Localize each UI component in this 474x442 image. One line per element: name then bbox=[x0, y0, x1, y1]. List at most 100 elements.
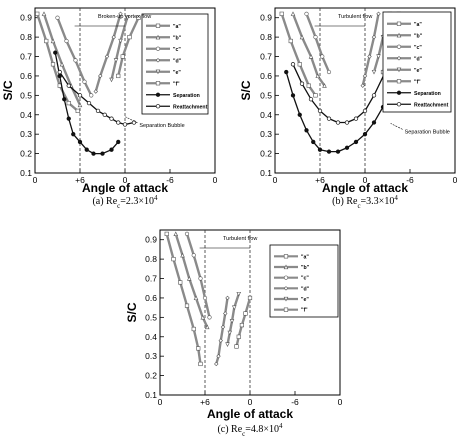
caption-part: =2.3×10 bbox=[120, 196, 154, 207]
figure-caption: (b) Rec=3.3×104 bbox=[332, 194, 398, 210]
data-point bbox=[225, 295, 230, 301]
data-point bbox=[109, 116, 114, 121]
data-point bbox=[371, 93, 377, 98]
legend-marker bbox=[396, 90, 402, 95]
data-point bbox=[113, 58, 119, 63]
x-tick-label: +6 bbox=[75, 175, 85, 185]
data-point bbox=[44, 38, 49, 44]
data-point bbox=[376, 11, 381, 17]
data-point bbox=[118, 38, 123, 44]
data-point bbox=[73, 58, 78, 63]
y-axis-title: S/C bbox=[1, 80, 15, 100]
legend-marker bbox=[396, 44, 402, 49]
data-point bbox=[306, 83, 311, 88]
x-axis-title: Angle of attack bbox=[207, 407, 293, 421]
y-tick-label: 0.5 bbox=[260, 90, 272, 100]
y-tick-label: 0.7 bbox=[145, 274, 157, 284]
y-tick-label: 0.6 bbox=[145, 293, 157, 303]
caption-part: 4 bbox=[154, 194, 158, 202]
series-3 bbox=[184, 231, 212, 320]
data-point bbox=[191, 326, 196, 332]
y-tick-label: 0.8 bbox=[145, 254, 157, 264]
legend-label: "d" bbox=[414, 56, 423, 62]
data-point bbox=[136, 15, 141, 20]
data-point bbox=[55, 15, 60, 20]
legend-label: "a" bbox=[301, 254, 309, 260]
caption-part: =4.8×10 bbox=[245, 424, 279, 435]
x-tick-label: 0 bbox=[338, 397, 343, 407]
legend-label: "e" bbox=[301, 297, 309, 303]
x-tick-label: -6 bbox=[166, 175, 174, 185]
data-point bbox=[326, 116, 332, 121]
data-point bbox=[290, 11, 296, 16]
data-point bbox=[102, 112, 107, 117]
data-point bbox=[50, 62, 56, 67]
data-point bbox=[120, 54, 125, 59]
data-point bbox=[93, 89, 98, 94]
data-point bbox=[116, 73, 121, 79]
x-axis-title: Angle of attack bbox=[82, 181, 168, 195]
data-point bbox=[288, 38, 293, 44]
data-point bbox=[62, 97, 67, 102]
data-point bbox=[223, 311, 228, 316]
data-point bbox=[131, 120, 137, 125]
legend-label: "c" bbox=[173, 47, 181, 53]
series-8 bbox=[57, 69, 137, 127]
chart-panel-c: 0.1 0.2 0.3 0.4 0.5 0.6 0.7 0.8 0.9 0 +6 0 -6 0 "a" "b"… bbox=[125, 229, 343, 438]
caption-part: c bbox=[357, 202, 360, 210]
data-point bbox=[186, 276, 192, 281]
x-tick-label: 0 bbox=[363, 175, 368, 185]
data-point bbox=[184, 231, 190, 236]
data-point bbox=[335, 149, 341, 154]
caption-part: =3.3×10 bbox=[361, 196, 395, 207]
data-point bbox=[311, 139, 316, 145]
series-5 bbox=[109, 15, 130, 83]
series-6 bbox=[234, 295, 253, 349]
caption-part: (c) Re bbox=[217, 424, 242, 435]
data-point bbox=[234, 344, 239, 349]
data-point bbox=[95, 108, 101, 114]
legend-marker bbox=[155, 104, 161, 109]
x-axis-title: Angle of attack bbox=[322, 181, 408, 195]
data-point bbox=[227, 330, 233, 336]
caption-part: 4 bbox=[279, 422, 283, 430]
data-point bbox=[164, 231, 169, 236]
data-point bbox=[335, 120, 341, 125]
y-tick-label: 0.4 bbox=[145, 332, 157, 342]
annotation-text: Separation Bubble bbox=[405, 129, 450, 135]
legend-label: "f" bbox=[301, 308, 308, 314]
legend-label: Separation bbox=[414, 91, 441, 97]
legend-marker bbox=[396, 32, 402, 38]
legend-marker bbox=[396, 102, 402, 107]
data-point bbox=[360, 83, 365, 88]
x-tick-label: 0 bbox=[273, 175, 278, 185]
legend-marker bbox=[283, 286, 289, 291]
series-2 bbox=[173, 231, 210, 330]
series-1 bbox=[35, 11, 80, 113]
series-line bbox=[117, 17, 140, 77]
data-point bbox=[184, 303, 190, 308]
y-tick-label: 0.2 bbox=[260, 149, 272, 159]
data-point bbox=[116, 120, 121, 125]
legend-label: "d" bbox=[301, 286, 310, 292]
legend-label: "c" bbox=[301, 276, 309, 282]
data-point bbox=[198, 361, 203, 367]
series-4 bbox=[360, 11, 381, 88]
data-point bbox=[173, 231, 179, 236]
annotation-text: Separation Bubble bbox=[139, 123, 184, 129]
y-tick-label: 0.7 bbox=[260, 52, 272, 62]
annotation-text: Broken-up vortex flow bbox=[98, 14, 151, 20]
y-axis-title: S/C bbox=[239, 80, 253, 100]
data-point bbox=[66, 116, 71, 121]
data-point bbox=[64, 38, 69, 44]
x-tick-label: -6 bbox=[291, 397, 299, 407]
data-point bbox=[229, 319, 235, 324]
legend-label: "e" bbox=[173, 70, 181, 76]
x-tick-label: +6 bbox=[200, 397, 210, 407]
series-7 bbox=[53, 50, 121, 156]
legend-marker bbox=[155, 58, 161, 63]
y-tick-label: 0.1 bbox=[260, 168, 272, 178]
data-point bbox=[180, 252, 185, 258]
data-point bbox=[376, 54, 381, 60]
